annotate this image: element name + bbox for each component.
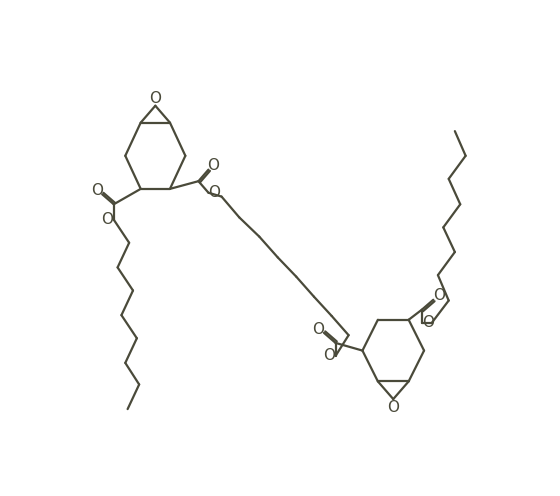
Text: O: O: [388, 400, 399, 415]
Text: O: O: [150, 90, 161, 106]
Text: O: O: [209, 185, 221, 200]
Text: O: O: [91, 183, 103, 198]
Text: O: O: [312, 321, 325, 336]
Text: O: O: [207, 158, 219, 173]
Text: O: O: [323, 349, 335, 364]
Text: O: O: [422, 315, 434, 330]
Text: O: O: [433, 288, 445, 304]
Text: O: O: [101, 212, 114, 227]
